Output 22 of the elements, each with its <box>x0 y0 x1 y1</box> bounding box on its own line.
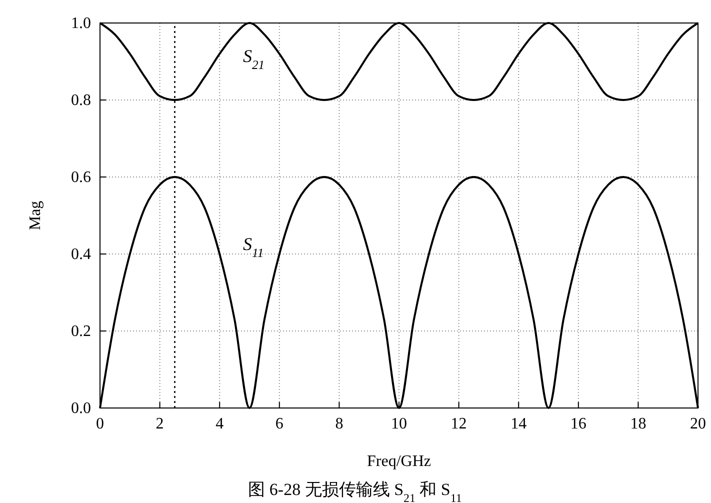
y-tick-label: 0.6 <box>71 169 91 186</box>
x-tick-label: 8 <box>335 415 344 432</box>
x-tick-label: 14 <box>510 415 527 432</box>
x-tick-label: 2 <box>156 415 164 432</box>
y-tick-label: 0.2 <box>71 323 91 340</box>
x-tick-label: 12 <box>450 415 467 432</box>
y-tick-label: 0.0 <box>71 400 91 418</box>
annotation: S$_{21}$ <box>243 46 265 72</box>
x-tick-label: 10 <box>391 415 407 432</box>
x-tick-label: 4 <box>216 415 224 432</box>
y-tick-label: 1.0 <box>71 15 91 32</box>
annotation: S$_{11}$ <box>243 234 264 260</box>
x-tick-label: 6 <box>275 415 284 432</box>
x-axis-title: Freq/GHz <box>367 453 431 470</box>
x-tick-label: 18 <box>630 415 646 432</box>
x-tick-label: 20 <box>690 415 706 432</box>
caption: 图 6-28 无损传输线 S$_{21}$ 和 S$_{11}$ <box>248 480 462 503</box>
x-tick-label: 16 <box>570 415 586 432</box>
y-tick-label: 0.4 <box>71 246 91 264</box>
y-tick-label: 0.8 <box>71 92 91 110</box>
x-tick-label: 0 <box>96 415 104 432</box>
y-axis-title: Mag <box>27 200 44 230</box>
